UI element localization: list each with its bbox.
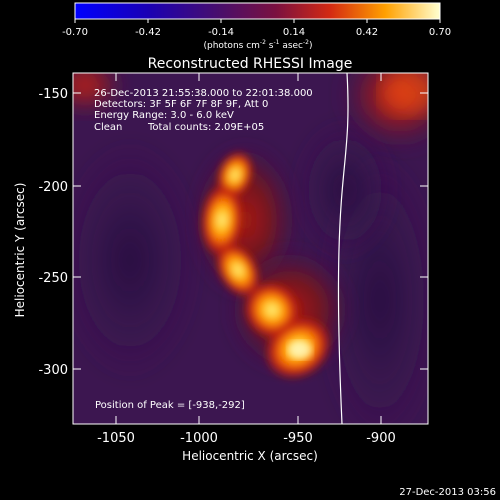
peak-position-label: Position of Peak = [-938,-292]	[95, 400, 245, 411]
colorbar-tick: 0.70	[429, 27, 451, 38]
x-axis-label: Heliocentric X (arcsec)	[182, 449, 318, 463]
x-axis	[115, 73, 382, 424]
y-tick-label: -250	[38, 271, 68, 286]
y-axis	[73, 92, 428, 370]
y-tick-label: -150	[38, 87, 68, 102]
observation-info: 26-Dec-2013 21:55:38.000 to 22:01:38.000…	[94, 88, 313, 133]
colorbar-tick: -0.42	[135, 27, 161, 38]
colorbar-tick: -0.14	[208, 27, 234, 38]
colorbar-tick: -0.70	[62, 27, 88, 38]
info-clean: Clean	[94, 122, 122, 133]
x-tick-label: -950	[283, 431, 313, 446]
colorbar-gradient	[74, 2, 441, 20]
info-total-counts: Total counts: 2.09E+05	[147, 122, 264, 133]
colorbar: -0.70 -0.42 -0.14 0.14 0.42 0.70 (photon…	[62, 2, 451, 51]
info-time-range: 26-Dec-2013 21:55:38.000 to 22:01:38.000	[94, 88, 313, 99]
solar-limb-line	[337, 73, 349, 424]
x-tick-label: -1000	[180, 431, 218, 446]
plot-title: Reconstructed RHESSI Image	[148, 56, 353, 72]
colorbar-tick: 0.14	[283, 27, 305, 38]
colorbar-units: (photons cm-2 s-1 asec-2)	[203, 39, 312, 51]
y-tick-label: -300	[38, 363, 68, 378]
info-energy-range: Energy Range: 3.0 - 6.0 keV	[94, 110, 234, 121]
info-detectors: Detectors: 3F 5F 6F 7F 8F 9F, Att 0	[94, 99, 268, 110]
plot-frame	[72, 72, 429, 425]
y-tick-label: -200	[38, 180, 68, 195]
x-tick-label: -1050	[97, 431, 135, 446]
render-timestamp: 27-Dec-2013 03:56	[399, 487, 496, 498]
x-tick-label: -900	[366, 431, 396, 446]
colorbar-tick: 0.42	[356, 27, 378, 38]
rhessi-image	[73, 73, 428, 424]
y-axis-label: Heliocentric Y (arcsec)	[13, 183, 27, 318]
